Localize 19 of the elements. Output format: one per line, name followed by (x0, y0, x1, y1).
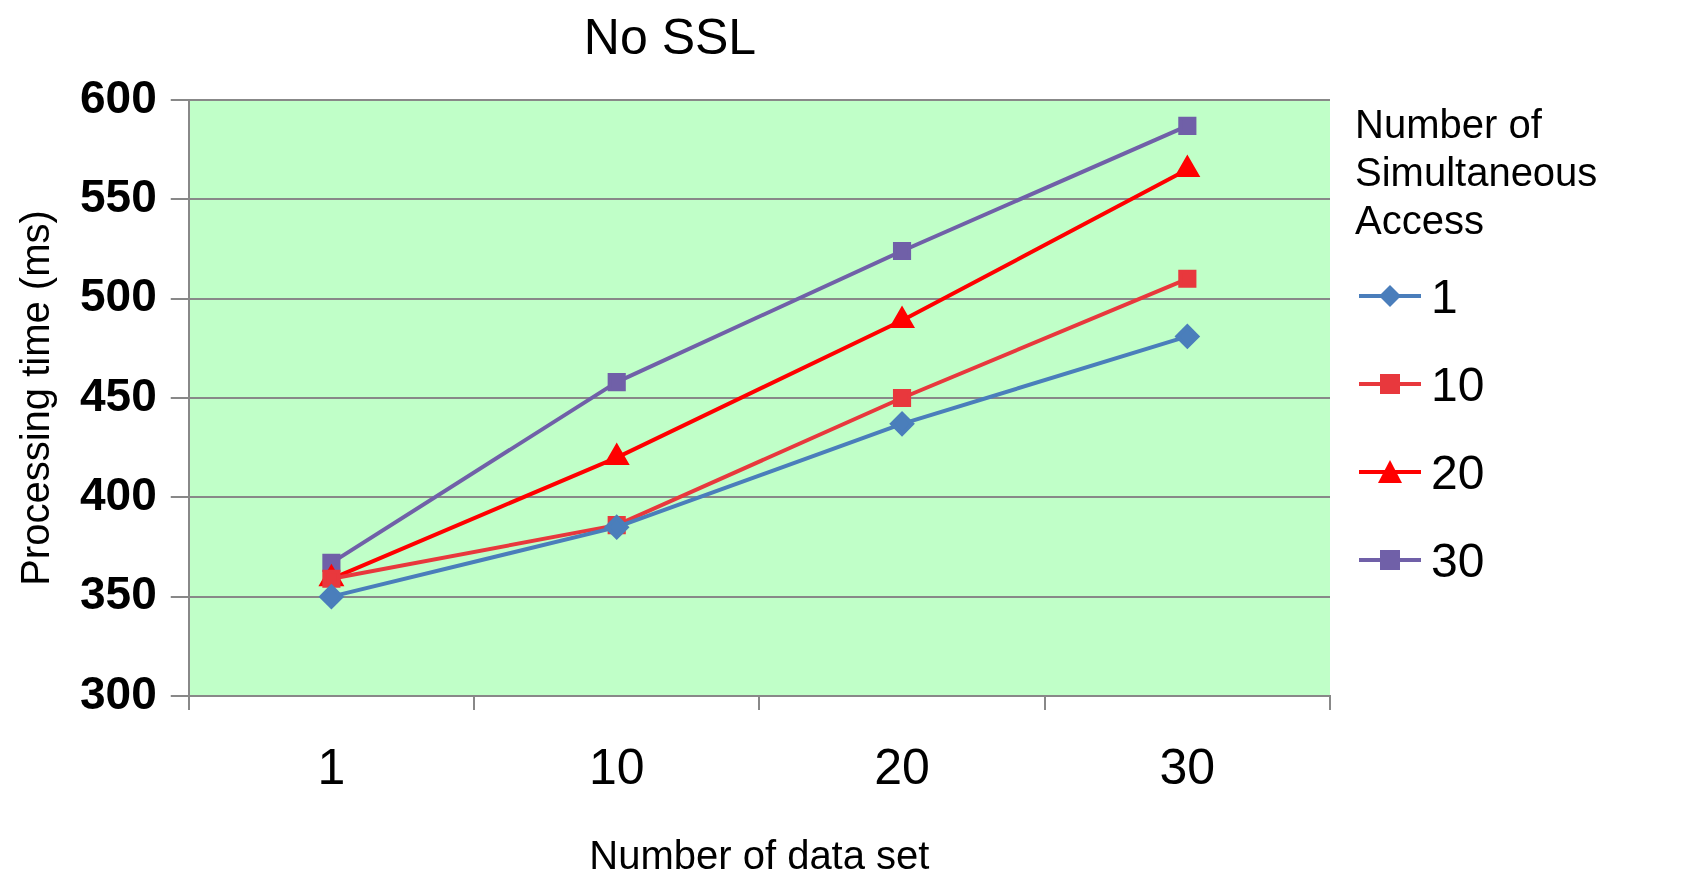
x-tick-label: 20 (874, 738, 930, 795)
y-tick-label: 400 (80, 468, 157, 521)
x-axis-title: Number of data set (589, 833, 930, 878)
legend-label: 1 (1431, 268, 1458, 324)
y-axis-title: Processing time (ms) (13, 210, 58, 586)
y-tick-label: 350 (80, 567, 157, 620)
x-tick-label: 10 (588, 738, 645, 795)
legend-label: 20 (1431, 444, 1485, 500)
chart-title: No SSL (583, 8, 757, 65)
y-tick-label: 600 (80, 70, 157, 123)
y-tick-label: 550 (80, 170, 157, 223)
x-tick-label: 1 (317, 738, 346, 795)
legend-title: Number of Simultaneous Access (1355, 101, 1599, 244)
y-tick-label: 300 (80, 666, 157, 719)
x-tick-label: 30 (1159, 738, 1216, 795)
legend-label: 10 (1431, 356, 1485, 412)
legend-label: 30 (1431, 532, 1485, 588)
y-tick-label: 450 (80, 368, 157, 421)
y-tick-label: 500 (80, 269, 157, 322)
